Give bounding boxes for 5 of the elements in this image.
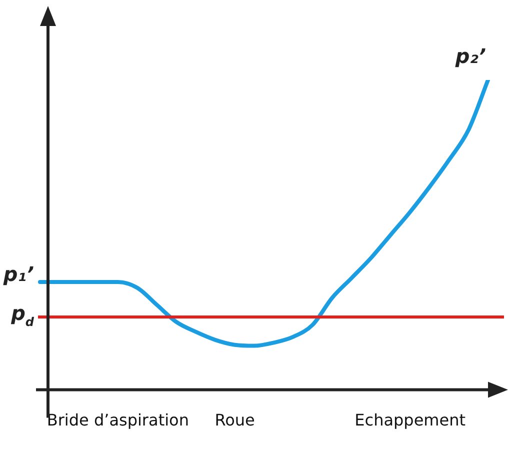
x-tick-label: Bride d’aspiration bbox=[46, 410, 189, 430]
x-tick-label: Echappement bbox=[354, 410, 466, 430]
text: p₂’ bbox=[454, 44, 486, 68]
text: p₁’ bbox=[2, 262, 34, 286]
x-tick-label: Roue bbox=[214, 410, 255, 430]
